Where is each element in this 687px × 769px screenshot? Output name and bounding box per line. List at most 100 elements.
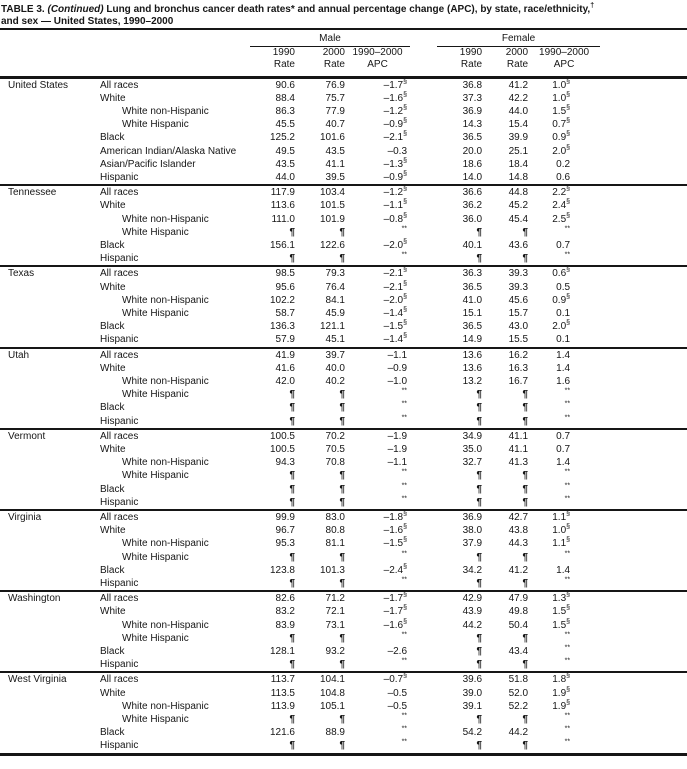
race-ethnicity-label: White Hispanic <box>122 632 189 644</box>
right-margin-spacer <box>600 226 687 239</box>
female-apc-cell: ** <box>564 401 571 409</box>
suppressed-value-marker: ¶ <box>522 470 529 482</box>
female-1990-rate-cell: 36.3 <box>462 268 483 280</box>
female-apc-cell: ** <box>564 631 571 639</box>
male-2000-rate-cell: 72.1 <box>325 606 345 618</box>
male-1990-rate-cell: 41.6 <box>275 362 295 374</box>
table-row: Asian/Pacific Islander 43.5 41.1 –1.3§ 18.6 1… <box>0 157 687 171</box>
female-apc-cell: ** <box>564 725 571 733</box>
female-apc-cell: ** <box>564 387 571 395</box>
female-1990-rate-cell: ¶ <box>437 551 482 564</box>
suppressed-value-marker: ¶ <box>289 483 295 495</box>
female-apc-cell: ** <box>564 482 571 490</box>
group-gap <box>410 307 437 320</box>
female-1990-rate-header: 1990 Rate <box>437 46 483 79</box>
female-1990-rate-cell: 35.0 <box>462 443 483 455</box>
race-ethnicity-label: Black <box>100 483 125 495</box>
male-2000-rate-cell: 77.9 <box>325 105 345 117</box>
group-gap <box>410 266 437 280</box>
race-ethnicity-label: All races <box>100 349 139 361</box>
suppressed-value-marker: ¶ <box>289 415 295 427</box>
male-1990-rate-cell: 100.5 <box>269 430 295 442</box>
table-row: White non-Hispanic 83.9 73.1 –1.6§ 44.2 50.4 1… <box>0 618 687 632</box>
female-group-header: Female <box>437 30 601 47</box>
race-ethnicity-label: White <box>100 281 126 293</box>
male-1990-rate-cell: 96.7 <box>275 525 295 537</box>
suppressed-value-marker: ¶ <box>339 551 345 563</box>
group-gap <box>410 333 437 347</box>
group-gap <box>410 239 437 252</box>
group-gap <box>410 401 437 414</box>
group-gap <box>410 46 438 79</box>
male-group-header: Male <box>250 30 411 47</box>
table-row: White non-Hispanic 111.0 101.9 –0.8§ 36.0 45.… <box>0 212 687 226</box>
race-ethnicity-label: Hispanic <box>100 659 139 671</box>
female-2000-rate-cell: 51.8 <box>508 674 529 686</box>
state-label <box>0 171 96 185</box>
suppressed-value-marker: ¶ <box>289 740 295 752</box>
state-label <box>0 726 96 739</box>
female-apc-cell: 0.5 <box>556 281 571 293</box>
female-1990-rate-cell: 34.2 <box>462 564 483 576</box>
female-apc-cell: 1.9§ <box>552 686 571 699</box>
male-2000-rate-cell: 39.5 <box>325 171 345 183</box>
male-2000-rate-cell: 75.7 <box>325 92 345 104</box>
female-2000-rate-cell: ¶ <box>482 658 528 672</box>
race-ethnicity-label: Hispanic <box>100 578 139 590</box>
suppressed-value-marker: ¶ <box>339 483 345 495</box>
group-gap <box>410 619 437 632</box>
male-2000-rate-cell: 70.5 <box>325 443 345 455</box>
female-apc-cell: ** <box>564 251 571 259</box>
section-footnote-marker: § <box>403 185 408 193</box>
table-row: White 113.5 104.8 –0.5 39.0 52.0 1.9§ <box>0 686 687 700</box>
female-1990-rate-cell: 34.9 <box>462 430 483 442</box>
state-column-spacer <box>0 30 96 46</box>
section-footnote-marker: § <box>566 523 571 531</box>
race-ethnicity-label: All races <box>100 674 139 686</box>
suppressed-value-marker: ¶ <box>339 226 345 238</box>
male-1990-rate-cell: 45.5 <box>275 119 295 131</box>
group-gap <box>410 199 437 212</box>
male-apc-cell: –2.0§ <box>383 238 408 251</box>
section-footnote-marker: § <box>566 78 571 86</box>
right-margin-spacer <box>600 687 687 700</box>
right-margin-spacer <box>600 619 687 632</box>
section-footnote-marker: § <box>403 170 408 178</box>
male-1990-rate-cell: 82.6 <box>275 593 295 605</box>
female-2000-rate-cell: ¶ <box>482 415 528 429</box>
suppressed-value-marker: ¶ <box>476 402 483 414</box>
race-ethnicity-label: Black <box>100 239 125 251</box>
state-label: Tennessee <box>8 187 57 199</box>
race-ethnicity-label: White Hispanic <box>122 551 189 563</box>
female-apc-cell: 2.0§ <box>552 319 571 333</box>
suppressed-value-marker: ¶ <box>476 578 483 590</box>
male-2000-rate-cell: ¶ <box>295 496 345 510</box>
right-margin-spacer <box>600 739 687 754</box>
female-1990-rate-cell: 13.6 <box>462 362 483 374</box>
suppressed-value-marker: ¶ <box>339 740 345 752</box>
male-1990-rate-cell: 43.5 <box>275 158 295 170</box>
male-apc-cell: –0.5 <box>387 700 408 712</box>
male-1990-rate-cell: 95.6 <box>275 281 295 293</box>
male-1990-rate-cell: 41.9 <box>275 349 295 361</box>
table-row: White 88.4 75.7 –1.6§ 37.3 42.2 1.0§ <box>0 91 687 105</box>
race-ethnicity-label: White Hispanic <box>122 226 189 238</box>
male-2000-rate-cell: 88.9 <box>325 727 345 739</box>
male-1990-rate-cell: ¶ <box>250 739 295 754</box>
section-footnote-marker: § <box>566 537 571 545</box>
table-row: Hispanic ¶ ¶ ** ¶ ¶ ** <box>0 495 687 510</box>
state-label <box>0 496 96 510</box>
female-2000-rate-cell: ¶ <box>482 401 528 414</box>
male-1990-rate-cell: 102.2 <box>269 294 295 306</box>
female-2000-rate-cell: ¶ <box>482 388 528 401</box>
female-2000-rate-cell: 43.8 <box>508 525 529 537</box>
female-1990-rate-cell: 36.0 <box>462 213 483 225</box>
male-2000-rate-cell: 39.7 <box>325 349 345 361</box>
right-margin-spacer <box>600 145 687 158</box>
female-2000-rate-cell: 41.3 <box>508 457 529 469</box>
male-apc-cell: ** <box>401 739 408 747</box>
male-2000-rate-cell: ¶ <box>295 658 345 672</box>
female-apc-cell: 1.0§ <box>552 523 571 537</box>
table-row: Black 136.3 121.1 –1.5§ 36.5 43.0 2.0§ <box>0 320 687 333</box>
right-margin-spacer <box>600 577 687 591</box>
